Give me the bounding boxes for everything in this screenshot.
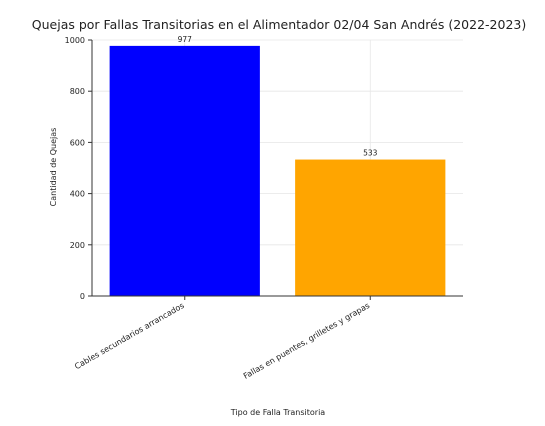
y-tick-label: 0: [80, 292, 85, 301]
x-tick-label: Fallas en puentes, grilletes y grapas: [242, 301, 371, 381]
bars: [109, 45, 446, 296]
chart-title: Quejas por Fallas Transitorias en el Ali…: [32, 17, 526, 32]
y-tick-label: 200: [70, 241, 85, 250]
bar: [295, 159, 446, 296]
y-axis: 0 200 400 600 800 1000: [65, 36, 93, 301]
bar-value-labels: 977 533: [178, 35, 378, 158]
y-tick-label: 400: [70, 190, 85, 199]
y-axis-label: Cantidad de Quejas: [49, 128, 58, 207]
x-axis: Cables secundarios arrancados Fallas en p…: [73, 295, 463, 381]
y-tick-label: 600: [70, 138, 85, 147]
x-tick-label: Cables secundarios arrancados: [73, 301, 186, 371]
x-axis-label: Tipo de Falla Transitoria: [230, 408, 325, 417]
y-tick-label: 800: [70, 87, 85, 96]
bar: [109, 45, 260, 296]
bar-value-label: 533: [363, 149, 378, 158]
bar-value-label: 977: [178, 35, 193, 44]
y-tick-label: 1000: [65, 36, 85, 45]
